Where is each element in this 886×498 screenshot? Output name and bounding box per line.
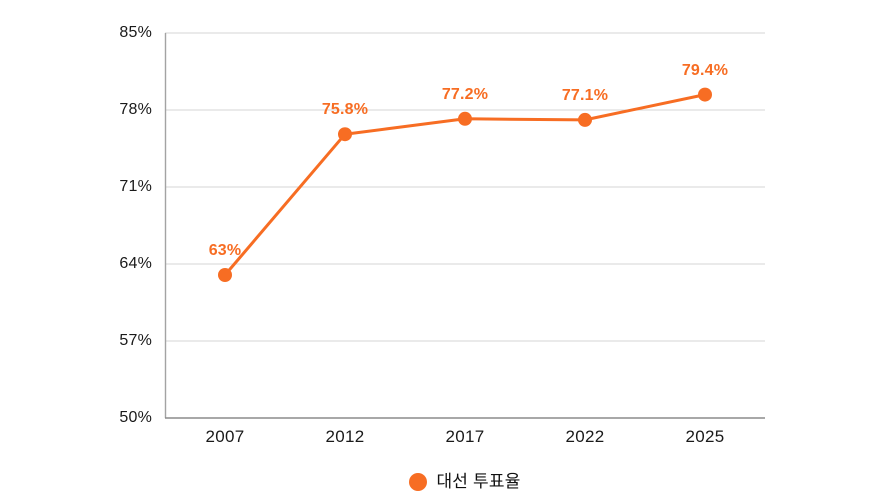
y-tick-label: 85% [119, 24, 152, 41]
data-point [458, 111, 472, 126]
x-tick-label: 2017 [445, 427, 485, 446]
data-label: 75.8% [321, 101, 369, 119]
data-label: 63% [208, 242, 242, 259]
x-tick-label: 2025 [685, 427, 725, 446]
legend: 대선 투표율 [165, 469, 765, 495]
legend-series-label: 대선 투표율 [436, 472, 521, 491]
data-point [338, 127, 352, 142]
data-label: 79.4% [681, 61, 729, 79]
y-tick-label: 64% [119, 255, 152, 272]
data-point [698, 87, 712, 102]
y-tick-label: 71% [119, 178, 152, 195]
x-tick-label: 2007 [205, 427, 245, 446]
y-tick-label: 78% [119, 101, 152, 118]
x-tick-label: 2022 [565, 427, 605, 446]
data-point [218, 268, 232, 282]
data-label: 77.1% [561, 86, 609, 104]
data-point [578, 112, 592, 127]
x-tick-label: 2012 [325, 427, 365, 446]
data-label: 77.2% [441, 85, 489, 103]
y-tick-label: 57% [119, 332, 152, 349]
legend-marker-dot [409, 473, 428, 491]
y-tick-label: 50% [119, 409, 152, 426]
